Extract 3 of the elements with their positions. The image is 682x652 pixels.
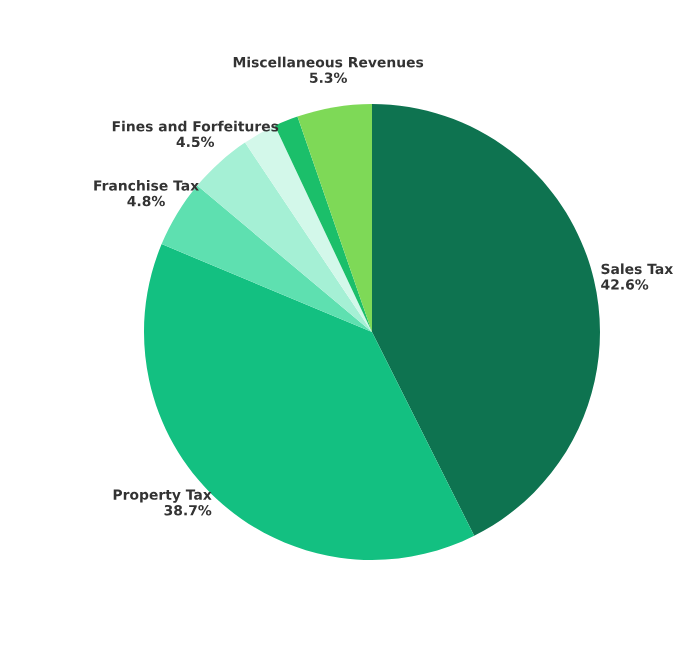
pie-slice	[372, 104, 600, 536]
pie-slice	[274, 116, 372, 332]
pie-slice	[297, 104, 372, 332]
